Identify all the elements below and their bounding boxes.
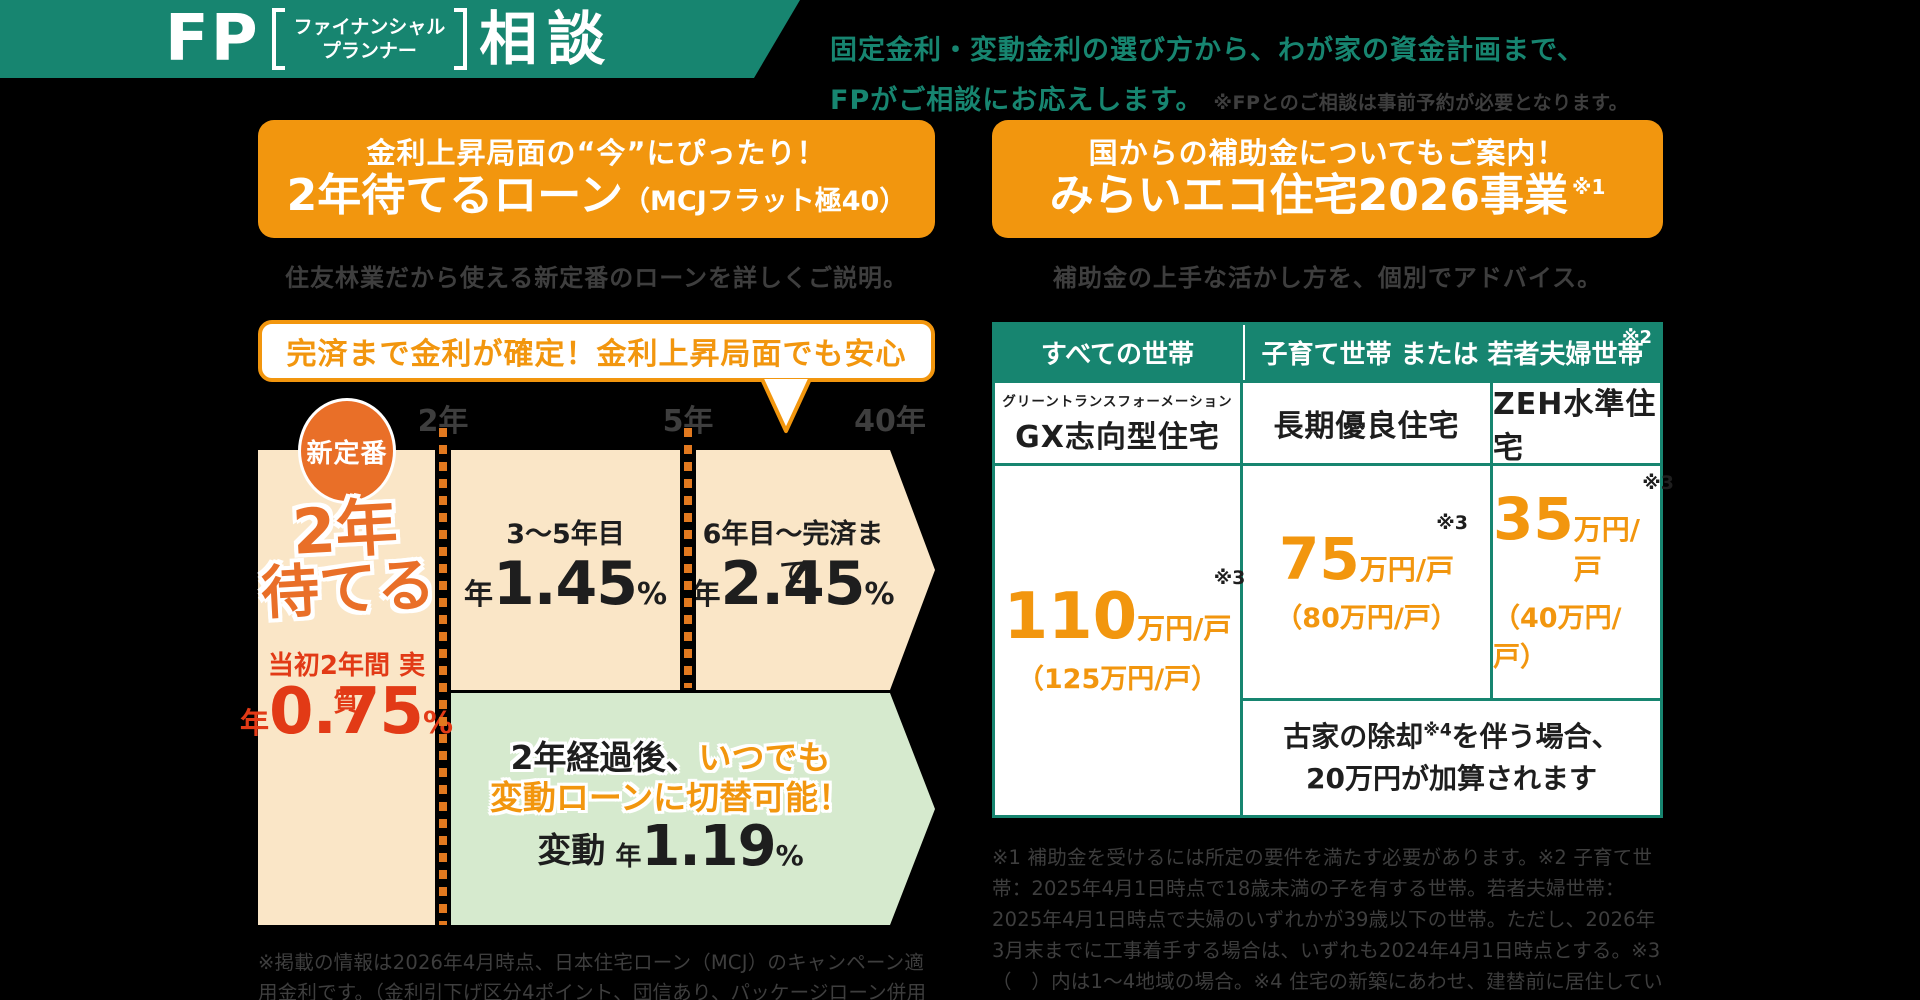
lead-line1: 固定金利・変動金利の選び方から、わが家の資金計画まで、 <box>830 35 1585 66</box>
subsidy-description: 補助金の上手な活かし方を、個別でアドバイス。 <box>1052 264 1603 292</box>
table-header-sup: ※2 <box>1621 327 1652 348</box>
variable-rate: 変動年 1.19% <box>537 814 804 879</box>
timeline-dotted-line-5yr <box>684 428 692 688</box>
loan-title-line1: 金利上昇局面の“今”にぴったり！ <box>366 136 827 171</box>
speech-bubble-tail-icon <box>760 379 812 433</box>
loan-section: 金利上昇局面の“今”にぴったり！ 2年待てるローン （MCJフラット極40） 住友… <box>240 0 935 1000</box>
lead-line2: FPがご相談にお応えします。 ※FPとのご相談は事前予約が必要となります。 <box>830 85 1629 116</box>
fp-logo-text: FP <box>165 2 260 76</box>
rate-block-year6plus: 6年目〜完済まで 年 2.45% <box>696 450 935 690</box>
bracket-line1: ファイナンシャル <box>293 15 446 38</box>
loan-speech-bubble: 完済まで金利が確定！金利上昇局面でも安心 <box>258 320 935 382</box>
subsidy-title-sup: ※1 <box>1572 175 1606 200</box>
segment-label: 6年目〜完済まで <box>702 519 884 589</box>
value-sup: ※3 <box>1642 472 1674 494</box>
loan-title-paren: （MCJフラット極40） <box>623 186 907 218</box>
header-lead: 固定金利・変動金利の選び方から、わが家の資金計画まで、 FPがご相談にお応えしま… <box>830 26 1628 128</box>
loan-title-line2: 2年待てるローン （MCJフラット極40） <box>286 170 907 222</box>
subsidy-title-line1: 国からの補助金についてもご案内！ <box>1088 136 1567 171</box>
segment-label: 3〜5年目 <box>506 519 625 550</box>
subsidy-value-gx: 110 万円/戸 ※3 （125万円/戸） <box>995 466 1245 815</box>
wait-2years-text: 2年 待てる <box>259 490 437 628</box>
subsidy-value-chouki: 75 万円/戸 ※3 （80万円/戸） <box>1243 466 1490 698</box>
subsidy-section: 国からの補助金についてもご案内！ みらいエコ住宅2026事業 ※1 補助金の上手な… <box>992 0 1674 1000</box>
demolition-bonus-cell: 古家の除却※4を伴う場合、 20万円が加算されます <box>1243 701 1660 815</box>
house-type-zeh: ZEH水準住宅 <box>1493 383 1660 466</box>
fp-bracket: ファイナンシャル プランナー <box>272 8 468 70</box>
bracket-left-icon <box>272 8 285 70</box>
variable-loan-block: 2年経過後、いつでも 変動ローンに切替可能！ 変動年 1.19% <box>451 693 935 925</box>
variable-loan-line1: 2年経過後、いつでも <box>510 738 831 777</box>
subsidy-title-box: 国からの補助金についてもご案内！ みらいエコ住宅2026事業 ※1 <box>992 120 1663 238</box>
lead-note: ※FPとのご相談は事前予約が必要となります。 <box>1213 92 1629 114</box>
bracket-right-icon <box>454 8 467 70</box>
table-header-family-households: 子育て世帯 または 若者夫婦世帯 ※2 <box>1243 325 1660 380</box>
gx-ruby: グリーントランスフォーメーション <box>1002 394 1233 410</box>
rate-block-years3to5: 3〜5年目 年 1.45% <box>451 450 680 690</box>
subsidy-value-zeh: 35 万円/戸 ※3 （40万円/戸） <box>1493 466 1674 698</box>
value-sup: ※3 <box>1436 511 1468 534</box>
timeline-tick-40yr: 40年 <box>854 404 926 439</box>
loan-description: 住友林業だから使える新定番のローンを詳しくご説明。 <box>284 264 909 292</box>
segment-rate: 年 2.45% <box>691 549 895 619</box>
demolition-sup: ※4 <box>1423 720 1452 741</box>
variable-loan-line2: 変動ローンに切替可能！ <box>489 778 852 817</box>
new-standard-badge: 新定番 <box>298 398 396 504</box>
subsidy-title-line2: みらいエコ住宅2026事業 ※1 <box>1049 170 1606 222</box>
bracket-line2: プランナー <box>321 39 417 62</box>
house-type-gx: グリーントランスフォーメーション GX志向型住宅 <box>995 383 1240 463</box>
subsidy-table: すべての世帯 子育て世帯 または 若者夫婦世帯 ※2 グリーントランスフォーメー… <box>992 322 1674 818</box>
timeline-dotted-line-2yr <box>439 428 447 925</box>
loan-title-box: 金利上昇局面の“今”にぴったり！ 2年待てるローン （MCJフラット極40） <box>258 120 935 238</box>
initial-rate: 年 0.75% <box>240 675 453 749</box>
fp-header-title: FP ファイナンシャル プランナー 相談 <box>165 0 615 78</box>
initial-period-label: 当初2年間 実質 <box>267 651 426 718</box>
loan-footnote: ※掲載の情報は2026年4月時点、日本住宅ローン（MCJ）のキャンペーン適用金利… <box>258 951 927 1000</box>
subsidy-footnote: ※1 補助金を受けるには所定の要件を満たす必要があります。※2 子育て世帯：20… <box>992 846 1663 993</box>
value-sup: ※3 <box>1213 567 1246 589</box>
table-header-all-households: すべての世帯 <box>995 325 1240 380</box>
sodan-text: 相談 <box>479 5 616 73</box>
fp-header-banner: FP ファイナンシャル プランナー 相談 <box>0 0 800 78</box>
rate-block-initial <box>258 450 435 925</box>
segment-rate: 年 1.45% <box>463 549 668 619</box>
house-type-chouki: 長期優良住宅 <box>1243 383 1490 463</box>
